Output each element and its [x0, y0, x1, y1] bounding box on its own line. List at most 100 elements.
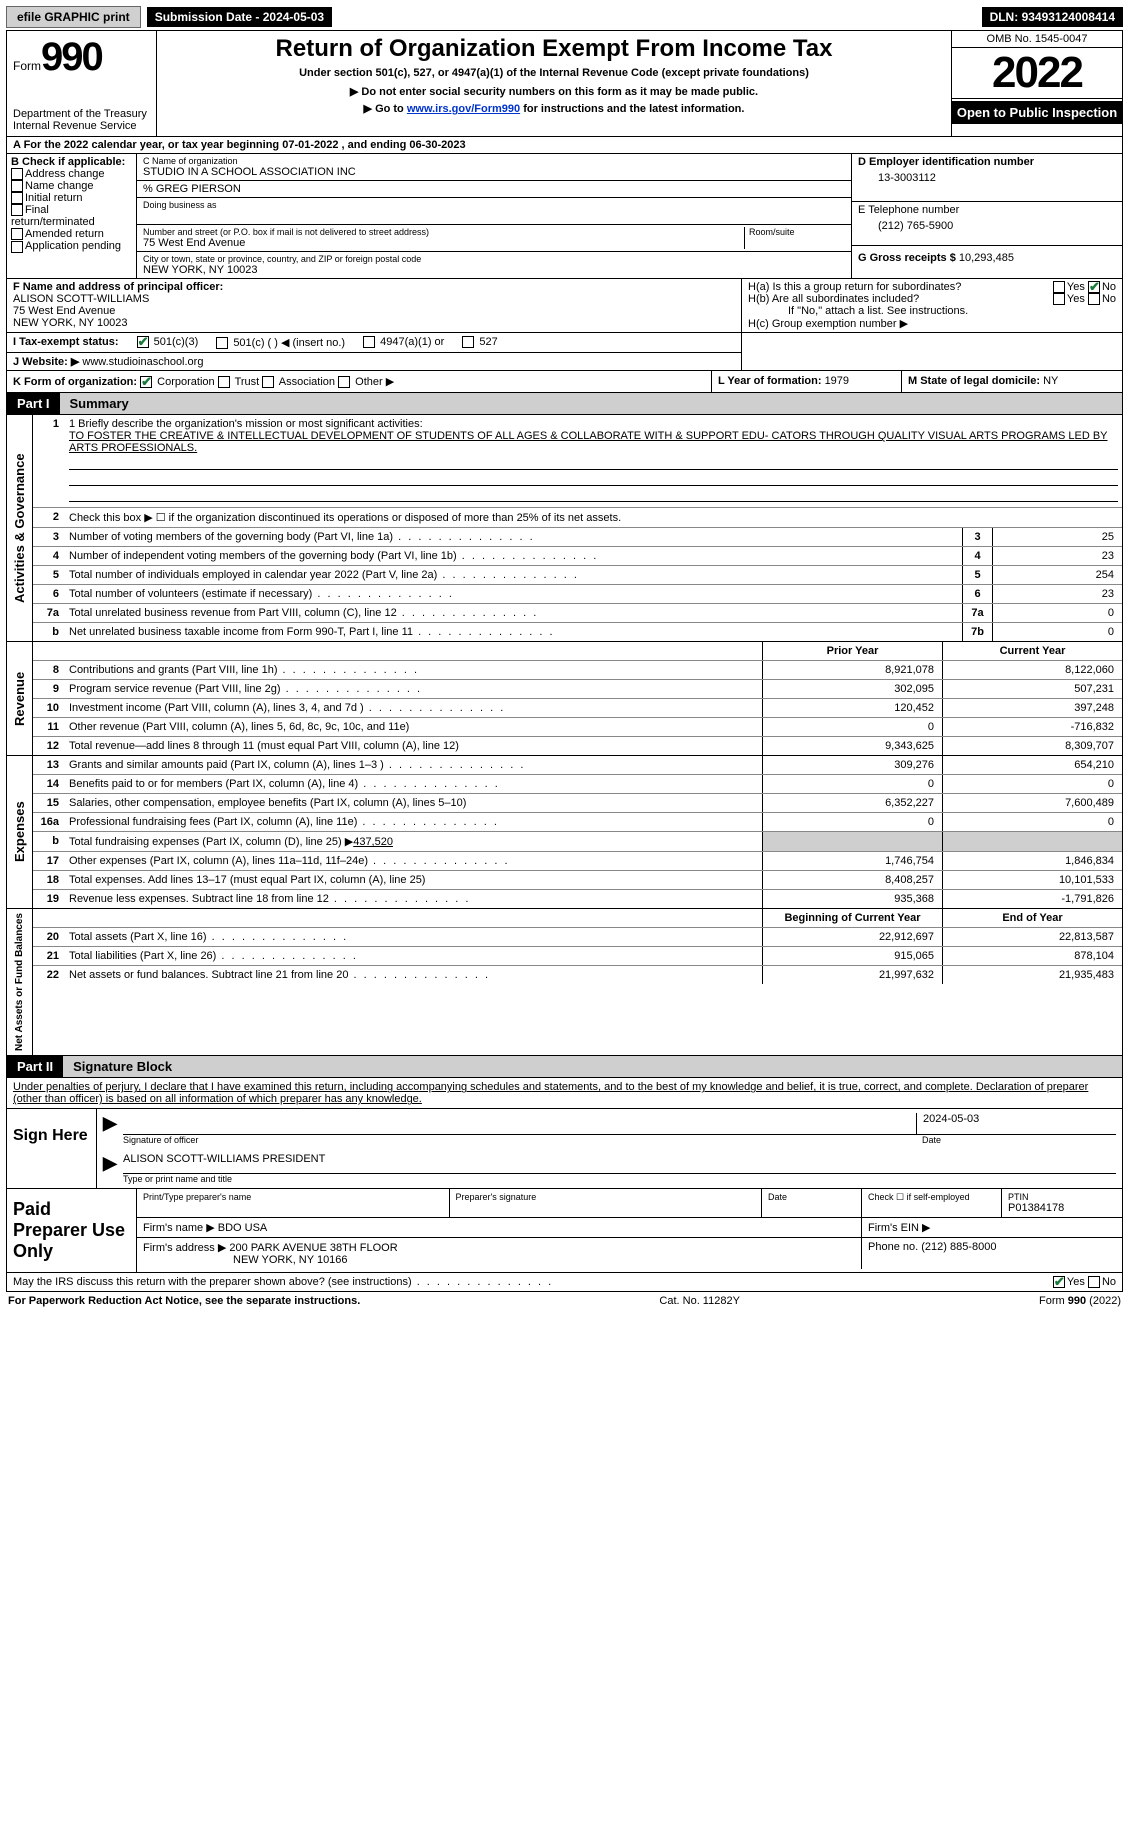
- website-value: www.studioinaschool.org: [82, 356, 203, 368]
- care-of: % GREG PIERSON: [137, 181, 851, 198]
- arrow-icon-2: ▶: [103, 1153, 117, 1174]
- org-name: STUDIO IN A SCHOOL ASSOCIATION INC: [143, 166, 845, 178]
- i-4947[interactable]: 4947(a)(1) or: [363, 336, 444, 349]
- b-opt-3: Final return/terminated: [11, 204, 95, 228]
- line-12-cy: 8,309,707: [942, 737, 1122, 755]
- line-6-text: Total number of volunteers (estimate if …: [65, 585, 962, 603]
- i-a1: 4947(a)(1) or: [380, 336, 444, 348]
- b-opt-name[interactable]: Name change: [11, 180, 132, 192]
- street-address: 75 West End Avenue: [143, 237, 740, 249]
- line-5-text: Total number of individuals employed in …: [65, 566, 962, 584]
- section-klm: K Form of organization: Corporation Trus…: [7, 371, 1122, 393]
- k-other[interactable]: Other ▶: [338, 376, 394, 388]
- omb-number: OMB No. 1545-0047: [952, 31, 1122, 48]
- dln-value: 93493124008414: [1022, 10, 1115, 24]
- c-name-label: C Name of organization: [143, 156, 845, 166]
- line-21-text: Total liabilities (Part X, line 26): [65, 947, 762, 965]
- line-2: Check this box ▶ ☐ if the organization d…: [65, 508, 1122, 527]
- tax-year-begin: 07-01-2022: [282, 139, 338, 151]
- hc-label: H(c) Group exemption number ▶: [748, 317, 1116, 330]
- b-opt-5: Application pending: [25, 240, 121, 252]
- hdr-end-year: End of Year: [942, 909, 1122, 927]
- line-20-ey: 22,813,587: [942, 928, 1122, 946]
- date-label: Date: [916, 1135, 1116, 1145]
- b-opt-address[interactable]: Address change: [11, 168, 132, 180]
- k-assoc[interactable]: Association: [262, 376, 335, 388]
- line-11-text: Other revenue (Part VIII, column (A), li…: [65, 718, 762, 736]
- tax-year-end: 06-30-2023: [409, 139, 465, 151]
- line-20-text: Total assets (Part X, line 16): [65, 928, 762, 946]
- goto-suffix: for instructions and the latest informat…: [520, 103, 744, 115]
- b-opt-pending[interactable]: Application pending: [11, 240, 132, 252]
- row-a-label: A For the 2022 calendar year, or tax yea…: [13, 139, 282, 151]
- section-fh: F Name and address of principal officer:…: [7, 279, 1122, 333]
- part-i-num: Part I: [7, 393, 60, 414]
- city-state-zip: NEW YORK, NY 10023: [143, 264, 845, 276]
- line-4-val: 23: [992, 547, 1122, 565]
- part-ii-num: Part II: [7, 1056, 63, 1077]
- line-13-cy: 654,210: [942, 756, 1122, 774]
- b-opt-final[interactable]: Final return/terminated: [11, 204, 132, 228]
- f-officer-label: F Name and address of principal officer:: [13, 281, 735, 293]
- firm-addr-label: Firm's address ▶: [143, 1242, 229, 1254]
- line-14-text: Benefits paid to or for members (Part IX…: [65, 775, 762, 793]
- line-16a-py: 0: [762, 813, 942, 831]
- i-501c3[interactable]: 501(c)(3): [137, 336, 199, 349]
- dln-label: DLN:: [990, 10, 1022, 24]
- line-16b-py-shade: [762, 832, 942, 851]
- sign-here-block: Sign Here ▶ 2024-05-03 Signature of offi…: [7, 1109, 1122, 1189]
- b-opt-4: Amended return: [25, 228, 104, 240]
- line-7a-text: Total unrelated business revenue from Pa…: [65, 604, 962, 622]
- line-13-py: 309,276: [762, 756, 942, 774]
- efile-print-button[interactable]: efile GRAPHIC print: [6, 6, 141, 28]
- line-9-cy: 507,231: [942, 680, 1122, 698]
- line-18-py: 8,408,257: [762, 871, 942, 889]
- signature-line: [123, 1113, 916, 1135]
- part-i-header: Part I Summary: [7, 393, 1122, 415]
- line-15-cy: 7,600,489: [942, 794, 1122, 812]
- hb-no: No: [1102, 293, 1116, 305]
- part-ii-title: Signature Block: [63, 1056, 1122, 1077]
- officer-addr1: 75 West End Avenue: [13, 305, 735, 317]
- section-governance: Activities & Governance 1 1 Briefly desc…: [7, 415, 1122, 642]
- i-c3: 501(c)(3): [154, 336, 199, 348]
- ein-value: 13-3003112: [858, 172, 1116, 184]
- irs-link[interactable]: www.irs.gov/Form990: [407, 103, 520, 115]
- line-18-text: Total expenses. Add lines 13–17 (must eq…: [65, 871, 762, 889]
- line-10-text: Investment income (Part VIII, column (A)…: [65, 699, 762, 717]
- line-12-py: 9,343,625: [762, 737, 942, 755]
- k-trust[interactable]: Trust: [218, 376, 260, 388]
- line-20-by: 22,912,697: [762, 928, 942, 946]
- phone-value: (212) 765-5900: [858, 220, 1116, 232]
- line-9-text: Program service revenue (Part VIII, line…: [65, 680, 762, 698]
- vlabel-net: Net Assets or Fund Balances: [7, 909, 33, 1055]
- b-opt-initial[interactable]: Initial return: [11, 192, 132, 204]
- officer-name: ALISON SCOTT-WILLIAMS: [13, 293, 735, 305]
- firm-ein-label: Firm's EIN ▶: [862, 1218, 1122, 1237]
- addr-label: Number and street (or P.O. box if mail i…: [143, 227, 740, 237]
- foot-right: Form 990 (2022): [1039, 1295, 1121, 1307]
- vlabel-governance: Activities & Governance: [7, 415, 33, 641]
- line-12-text: Total revenue—add lines 8 through 11 (mu…: [65, 737, 762, 755]
- discuss-text: May the IRS discuss this return with the…: [13, 1276, 553, 1288]
- i-s527: 527: [479, 336, 497, 348]
- penalty-statement: Under penalties of perjury, I declare th…: [7, 1078, 1122, 1109]
- k-corp[interactable]: Corporation: [140, 376, 215, 388]
- line-16a-cy: 0: [942, 813, 1122, 831]
- form-num: 990: [41, 35, 102, 79]
- city-label: City or town, state or province, country…: [143, 254, 845, 264]
- i-501c[interactable]: 501(c) ( ) ◀ (insert no.): [216, 336, 345, 349]
- i-527[interactable]: 527: [462, 336, 497, 349]
- line-21-by: 915,065: [762, 947, 942, 965]
- firm-label: Firm's name ▶: [143, 1222, 218, 1234]
- line-7a-val: 0: [992, 604, 1122, 622]
- k-trust-lbl: Trust: [235, 376, 260, 388]
- sign-date: 2024-05-03: [916, 1113, 1116, 1135]
- line-3-text: Number of voting members of the governin…: [65, 528, 962, 546]
- line-14-py: 0: [762, 775, 942, 793]
- ha-answer: Yes No: [1053, 281, 1116, 293]
- b-opt-amended[interactable]: Amended return: [11, 228, 132, 240]
- j-label: J Website: ▶: [13, 356, 82, 368]
- line-5-val: 254: [992, 566, 1122, 584]
- dln-box: DLN: 93493124008414: [982, 7, 1123, 27]
